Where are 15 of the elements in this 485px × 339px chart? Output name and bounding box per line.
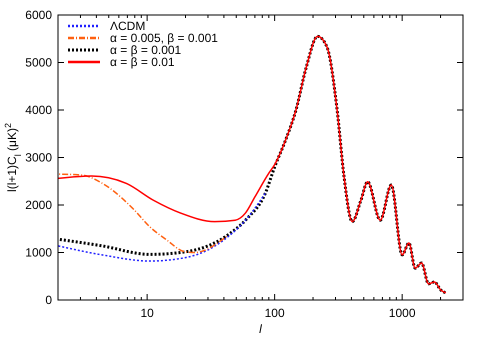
x-tick-label: 1000: [388, 306, 416, 320]
x-axis-title: l: [259, 322, 262, 336]
y-tick-label: 4000: [25, 103, 52, 118]
y-tick-label: 2000: [25, 198, 52, 212]
y-tick-label: 1000: [25, 246, 52, 260]
legend-label: α = β = 0.001: [110, 43, 182, 58]
x-tick-label: 10: [140, 306, 154, 320]
legend-label: ΛCDM: [110, 19, 146, 34]
legend-label: α = 0.005, β = 0.001: [110, 31, 218, 46]
y-tick-label: 3000: [25, 150, 52, 165]
y-tick-label: 6000: [25, 8, 52, 22]
legend-label: α = β = 0.01: [110, 55, 175, 70]
y-tick-label: 0: [45, 293, 52, 308]
y-tick-label: 5000: [25, 56, 52, 70]
x-tick-label: 100: [264, 306, 285, 320]
